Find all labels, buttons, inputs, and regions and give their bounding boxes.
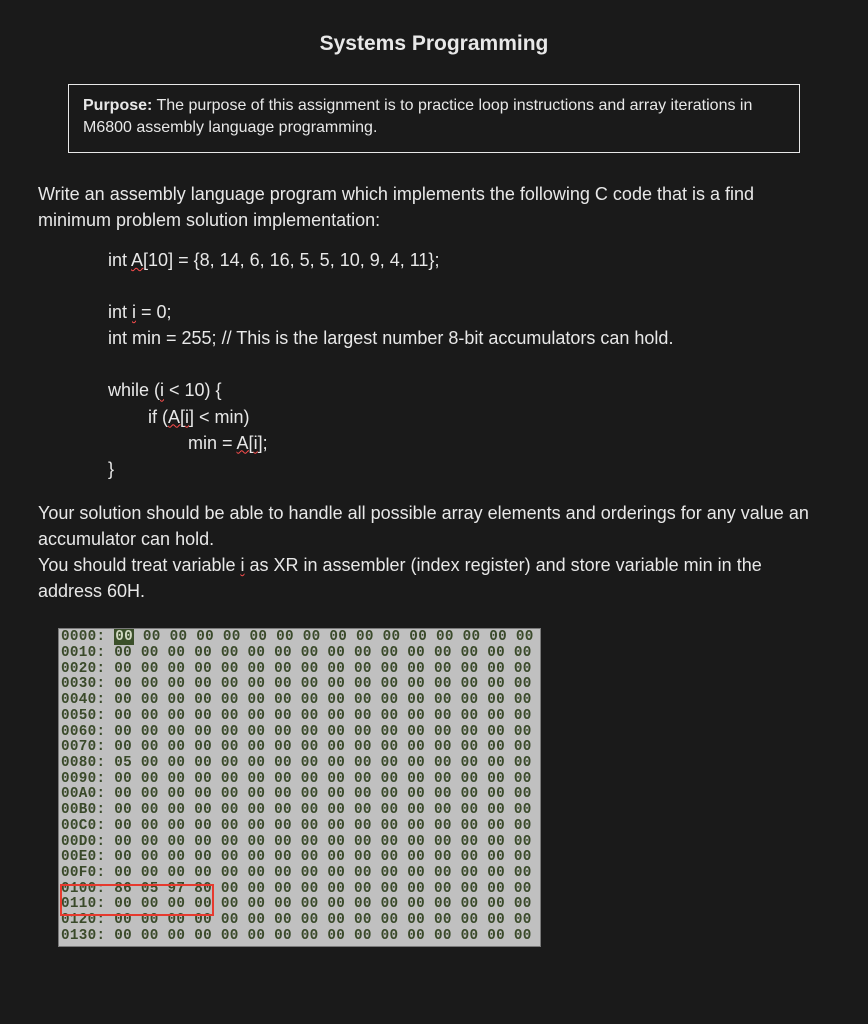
para3-a: You should treat variable	[38, 555, 240, 575]
memory-dump-panel: 0000: 00 00 00 00 00 00 00 00 00 00 00 0…	[58, 628, 541, 946]
intro-paragraph: Write an assembly language program which…	[38, 181, 830, 233]
purpose-label: Purpose:	[83, 97, 152, 114]
c-code-block: int A[10] = {8, 14, 6, 16, 5, 5, 10, 9, …	[38, 247, 830, 482]
purpose-text: The purpose of this assignment is to pra…	[83, 97, 752, 136]
paragraph-3: You should treat variable i as XR in ass…	[38, 552, 830, 604]
purpose-box: Purpose: The purpose of this assignment …	[68, 84, 800, 153]
paragraph-2: Your solution should be able to handle a…	[38, 500, 830, 552]
page-title: Systems Programming	[38, 32, 830, 56]
memory-dump-text: 0000: 00 00 00 00 00 00 00 00 00 00 00 0…	[59, 629, 540, 945]
document-page: Systems Programming Purpose: The purpose…	[0, 0, 868, 971]
